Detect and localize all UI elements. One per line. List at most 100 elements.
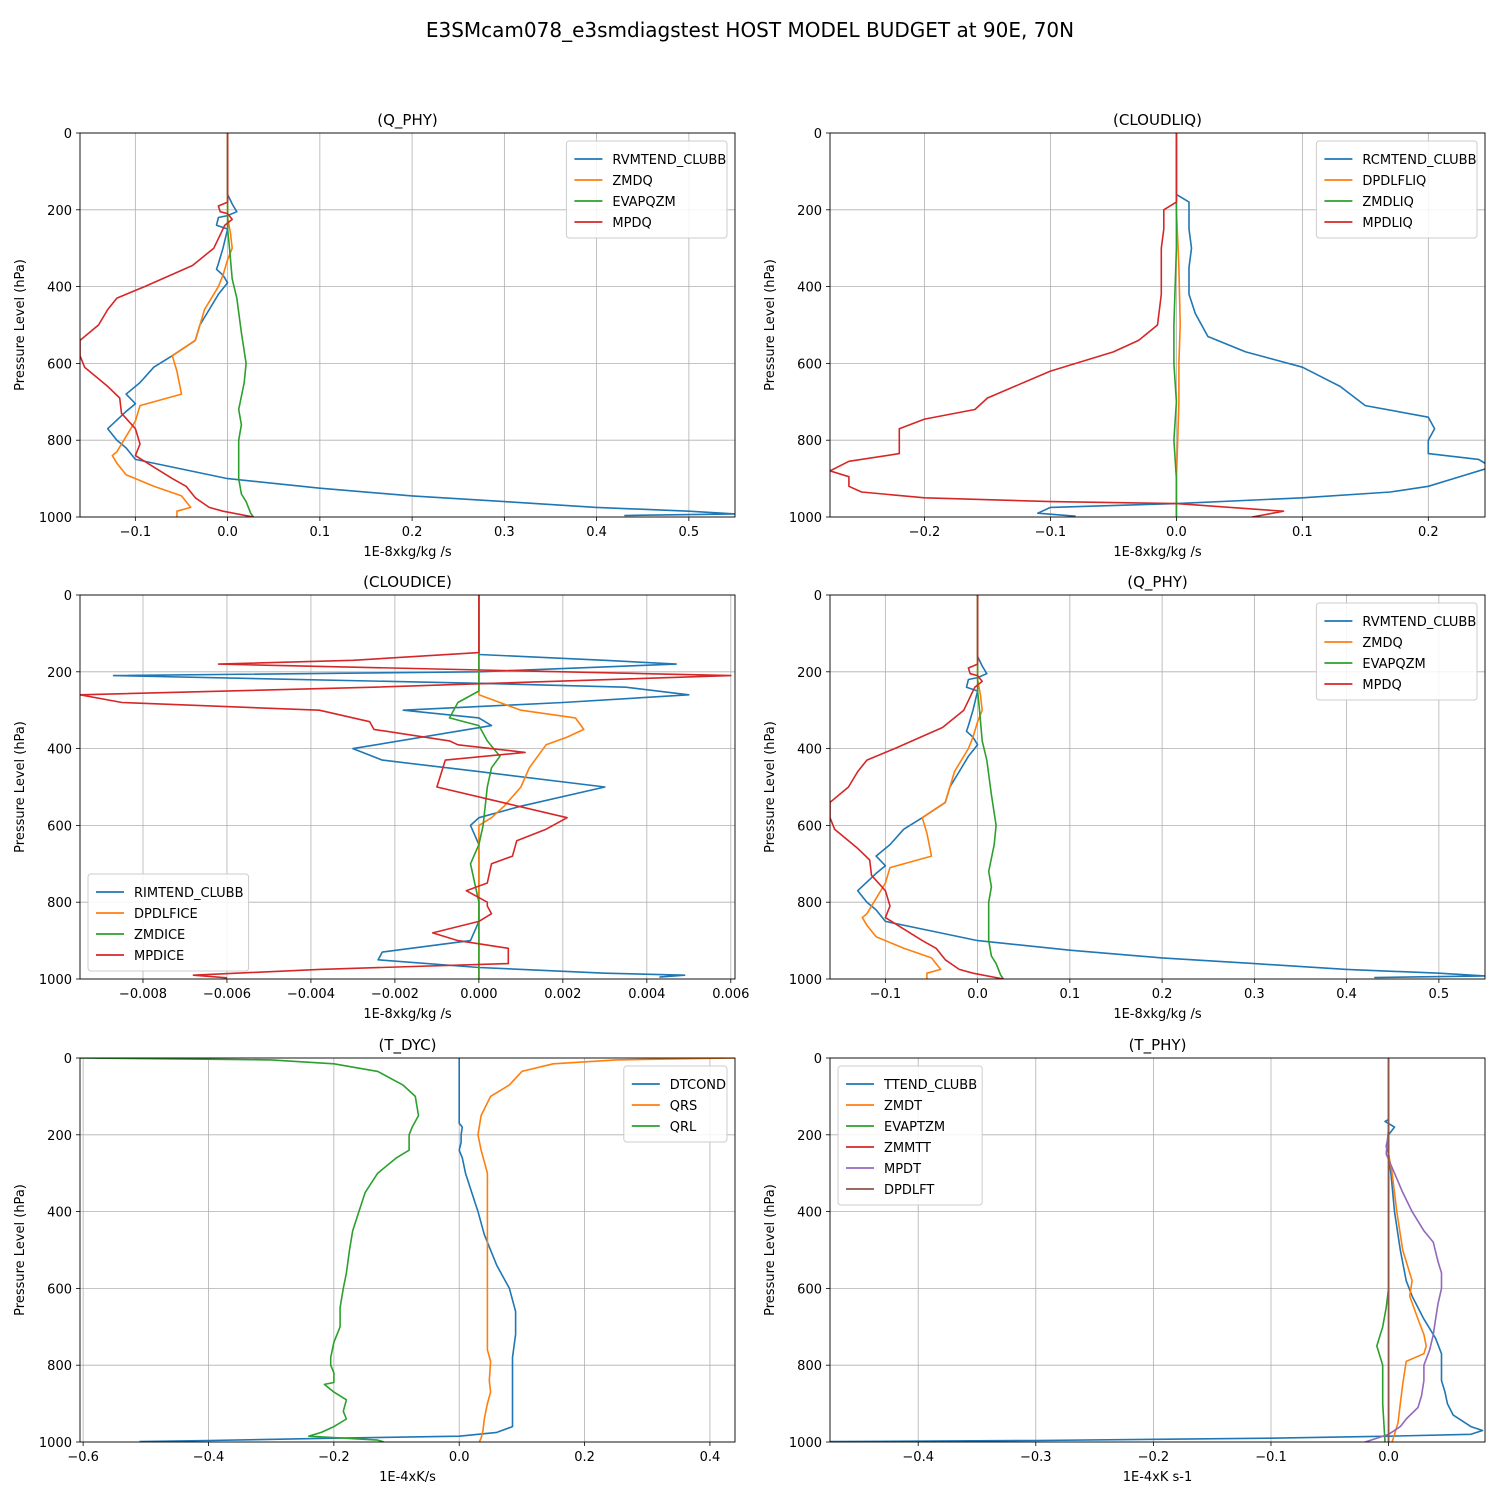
legend: RIMTEND_CLUBB DPDLFICE ZMDICE MPDICE: [87, 873, 250, 972]
y-tick-label: 800: [797, 1359, 822, 1374]
x-tick-label: 0.002: [544, 987, 581, 1002]
y-tick-label: 200: [47, 666, 72, 681]
axes-frame: [79, 594, 736, 980]
series-group: [830, 133, 1485, 517]
legend-box: [87, 873, 250, 972]
x-tick-label: 0.4: [700, 1450, 721, 1465]
series-line-mpdliq: [830, 133, 1285, 517]
panel-1: −0.1 0.0 0.1 0.2 0.3 0.4 0.5 0 200 400 600 800 1000 (…: [13, 111, 736, 560]
legend-label: EVAPQZM: [1362, 657, 1425, 672]
series-line-qrl: [80, 1058, 420, 1442]
legend-box: [837, 1065, 983, 1206]
y-axis-label: Pressure Level (hPa): [13, 1184, 28, 1316]
y-tick-label: 1000: [789, 973, 822, 988]
axes-frame: [829, 132, 1486, 518]
y-tick-label: 0: [814, 589, 822, 604]
x-axis-label: 1E-8xkg/kg /s: [1113, 1007, 1202, 1022]
panel-4: −0.1 0.0 0.1 0.2 0.3 0.4 0.5 0 200 400 600 800 1000 (…: [763, 573, 1486, 1022]
series-line-rvmtend-clubb: [856, 595, 1485, 979]
x-axis-label: 1E-8xkg/kg /s: [363, 545, 452, 560]
y-tick-label: 800: [797, 896, 822, 911]
series-group: [830, 1058, 1484, 1442]
series-line-zmdq: [861, 595, 983, 979]
x-tick-label: 0.000: [460, 987, 497, 1002]
y-tick-label: 1000: [39, 1436, 72, 1451]
x-axis-label: 1E-4xK/s: [379, 1470, 436, 1485]
x-tick-label: 0.0: [1166, 525, 1187, 540]
legend-label: RVMTEND_CLUBB: [612, 153, 726, 168]
panel-2: −0.2 −0.1 0.0 0.1 0.2 0 200 400 600 800 1000 (CLOUD…: [763, 111, 1486, 560]
x-tick-label: 0.1: [1292, 525, 1313, 540]
panel-6: −0.4 −0.3 −0.2 −0.1 0.0 0 200 400 600 800 1000 (T_P…: [763, 1036, 1486, 1485]
series-line-zmdt: [1387, 1058, 1427, 1442]
x-tick-label: 0.006: [712, 987, 749, 1002]
x-tick-label: 0.1: [310, 525, 331, 540]
x-tick-label: 0.5: [679, 525, 700, 540]
y-tick-label: 0: [814, 127, 822, 142]
y-tick-label: 400: [47, 1206, 72, 1221]
y-tick-label: 1000: [39, 511, 72, 526]
y-tick-label: 1000: [39, 973, 72, 988]
legend-label: TTEND_CLUBB: [883, 1078, 977, 1093]
legend-label: DTCOND: [670, 1078, 726, 1093]
y-tick-label: 800: [47, 1359, 72, 1374]
legend-label: EVAPTZM: [884, 1120, 945, 1135]
x-tick-label: 0.2: [1418, 525, 1439, 540]
x-tick-label: 0.1: [1060, 987, 1081, 1002]
axes-frame: [829, 1057, 1486, 1443]
series-line-zmdq: [111, 133, 233, 517]
y-tick-label: 600: [47, 819, 72, 834]
x-tick-label: 0.2: [402, 525, 423, 540]
panel-title: (CLOUDLIQ): [1113, 111, 1202, 129]
panel-title: (T_PHY): [1129, 1036, 1187, 1055]
x-tick-label: 0.2: [1152, 987, 1173, 1002]
y-tick-label: 400: [47, 281, 72, 296]
x-tick-label: −0.4: [193, 1450, 225, 1465]
y-tick-label: 800: [47, 434, 72, 449]
axes-frame: [829, 594, 1486, 980]
y-axis-label: Pressure Level (hPa): [13, 259, 28, 391]
series-line-mpdice: [80, 595, 732, 979]
series-line-rcmtend-clubb: [1037, 133, 1485, 517]
axes-frame: [79, 132, 736, 518]
x-tick-label: 0.2: [574, 1450, 595, 1465]
panel-title: (T_DYC): [379, 1036, 437, 1055]
x-tick-label: −0.3: [1020, 1450, 1052, 1465]
legend-box: [1315, 602, 1478, 701]
legend-label: ZMDQ: [1362, 636, 1402, 651]
x-tick-label: −0.6: [67, 1450, 99, 1465]
x-tick-label: −0.1: [120, 525, 152, 540]
legend-label: DPDLFICE: [134, 907, 198, 922]
series-line-rvmtend-clubb: [106, 133, 735, 517]
legend-box: [565, 140, 728, 239]
y-tick-label: 200: [47, 204, 72, 219]
y-tick-label: 600: [797, 819, 822, 834]
panel-title: (Q_PHY): [1127, 573, 1188, 592]
legend-label: DPDLFLIQ: [1362, 174, 1426, 189]
legend-box: [623, 1065, 728, 1143]
legend-label: ZMDLIQ: [1362, 195, 1413, 210]
y-axis-label: Pressure Level (hPa): [763, 721, 778, 853]
y-tick-label: 0: [64, 589, 72, 604]
figure-title: E3SMcam078_e3smdiagstest HOST MODEL BUDG…: [426, 18, 1074, 42]
legend-label: MPDICE: [134, 949, 184, 964]
x-tick-label: −0.1: [1255, 1450, 1287, 1465]
y-tick-label: 200: [797, 666, 822, 681]
legend-label: MPDT: [884, 1162, 921, 1177]
y-tick-label: 0: [64, 1052, 72, 1067]
legend-label: MPDQ: [612, 216, 651, 231]
x-tick-label: −0.1: [1035, 525, 1067, 540]
y-axis-label: Pressure Level (hPa): [763, 259, 778, 391]
y-tick-label: 600: [797, 357, 822, 372]
series-line-evapqzm: [976, 595, 1005, 979]
y-tick-label: 400: [797, 1206, 822, 1221]
legend: RVMTEND_CLUBB ZMDQ EVAPQZM MPDQ: [1315, 602, 1478, 701]
x-tick-label: −0.1: [870, 987, 902, 1002]
legend: RCMTEND_CLUBB DPDLFLIQ ZMDLIQ MPDLIQ: [1315, 140, 1478, 239]
y-tick-label: 600: [47, 357, 72, 372]
series-line-rimtend-clubb: [112, 595, 690, 978]
legend-label: MPDLIQ: [1362, 216, 1412, 231]
y-tick-label: 400: [797, 281, 822, 296]
legend-label: RVMTEND_CLUBB: [1362, 615, 1476, 630]
